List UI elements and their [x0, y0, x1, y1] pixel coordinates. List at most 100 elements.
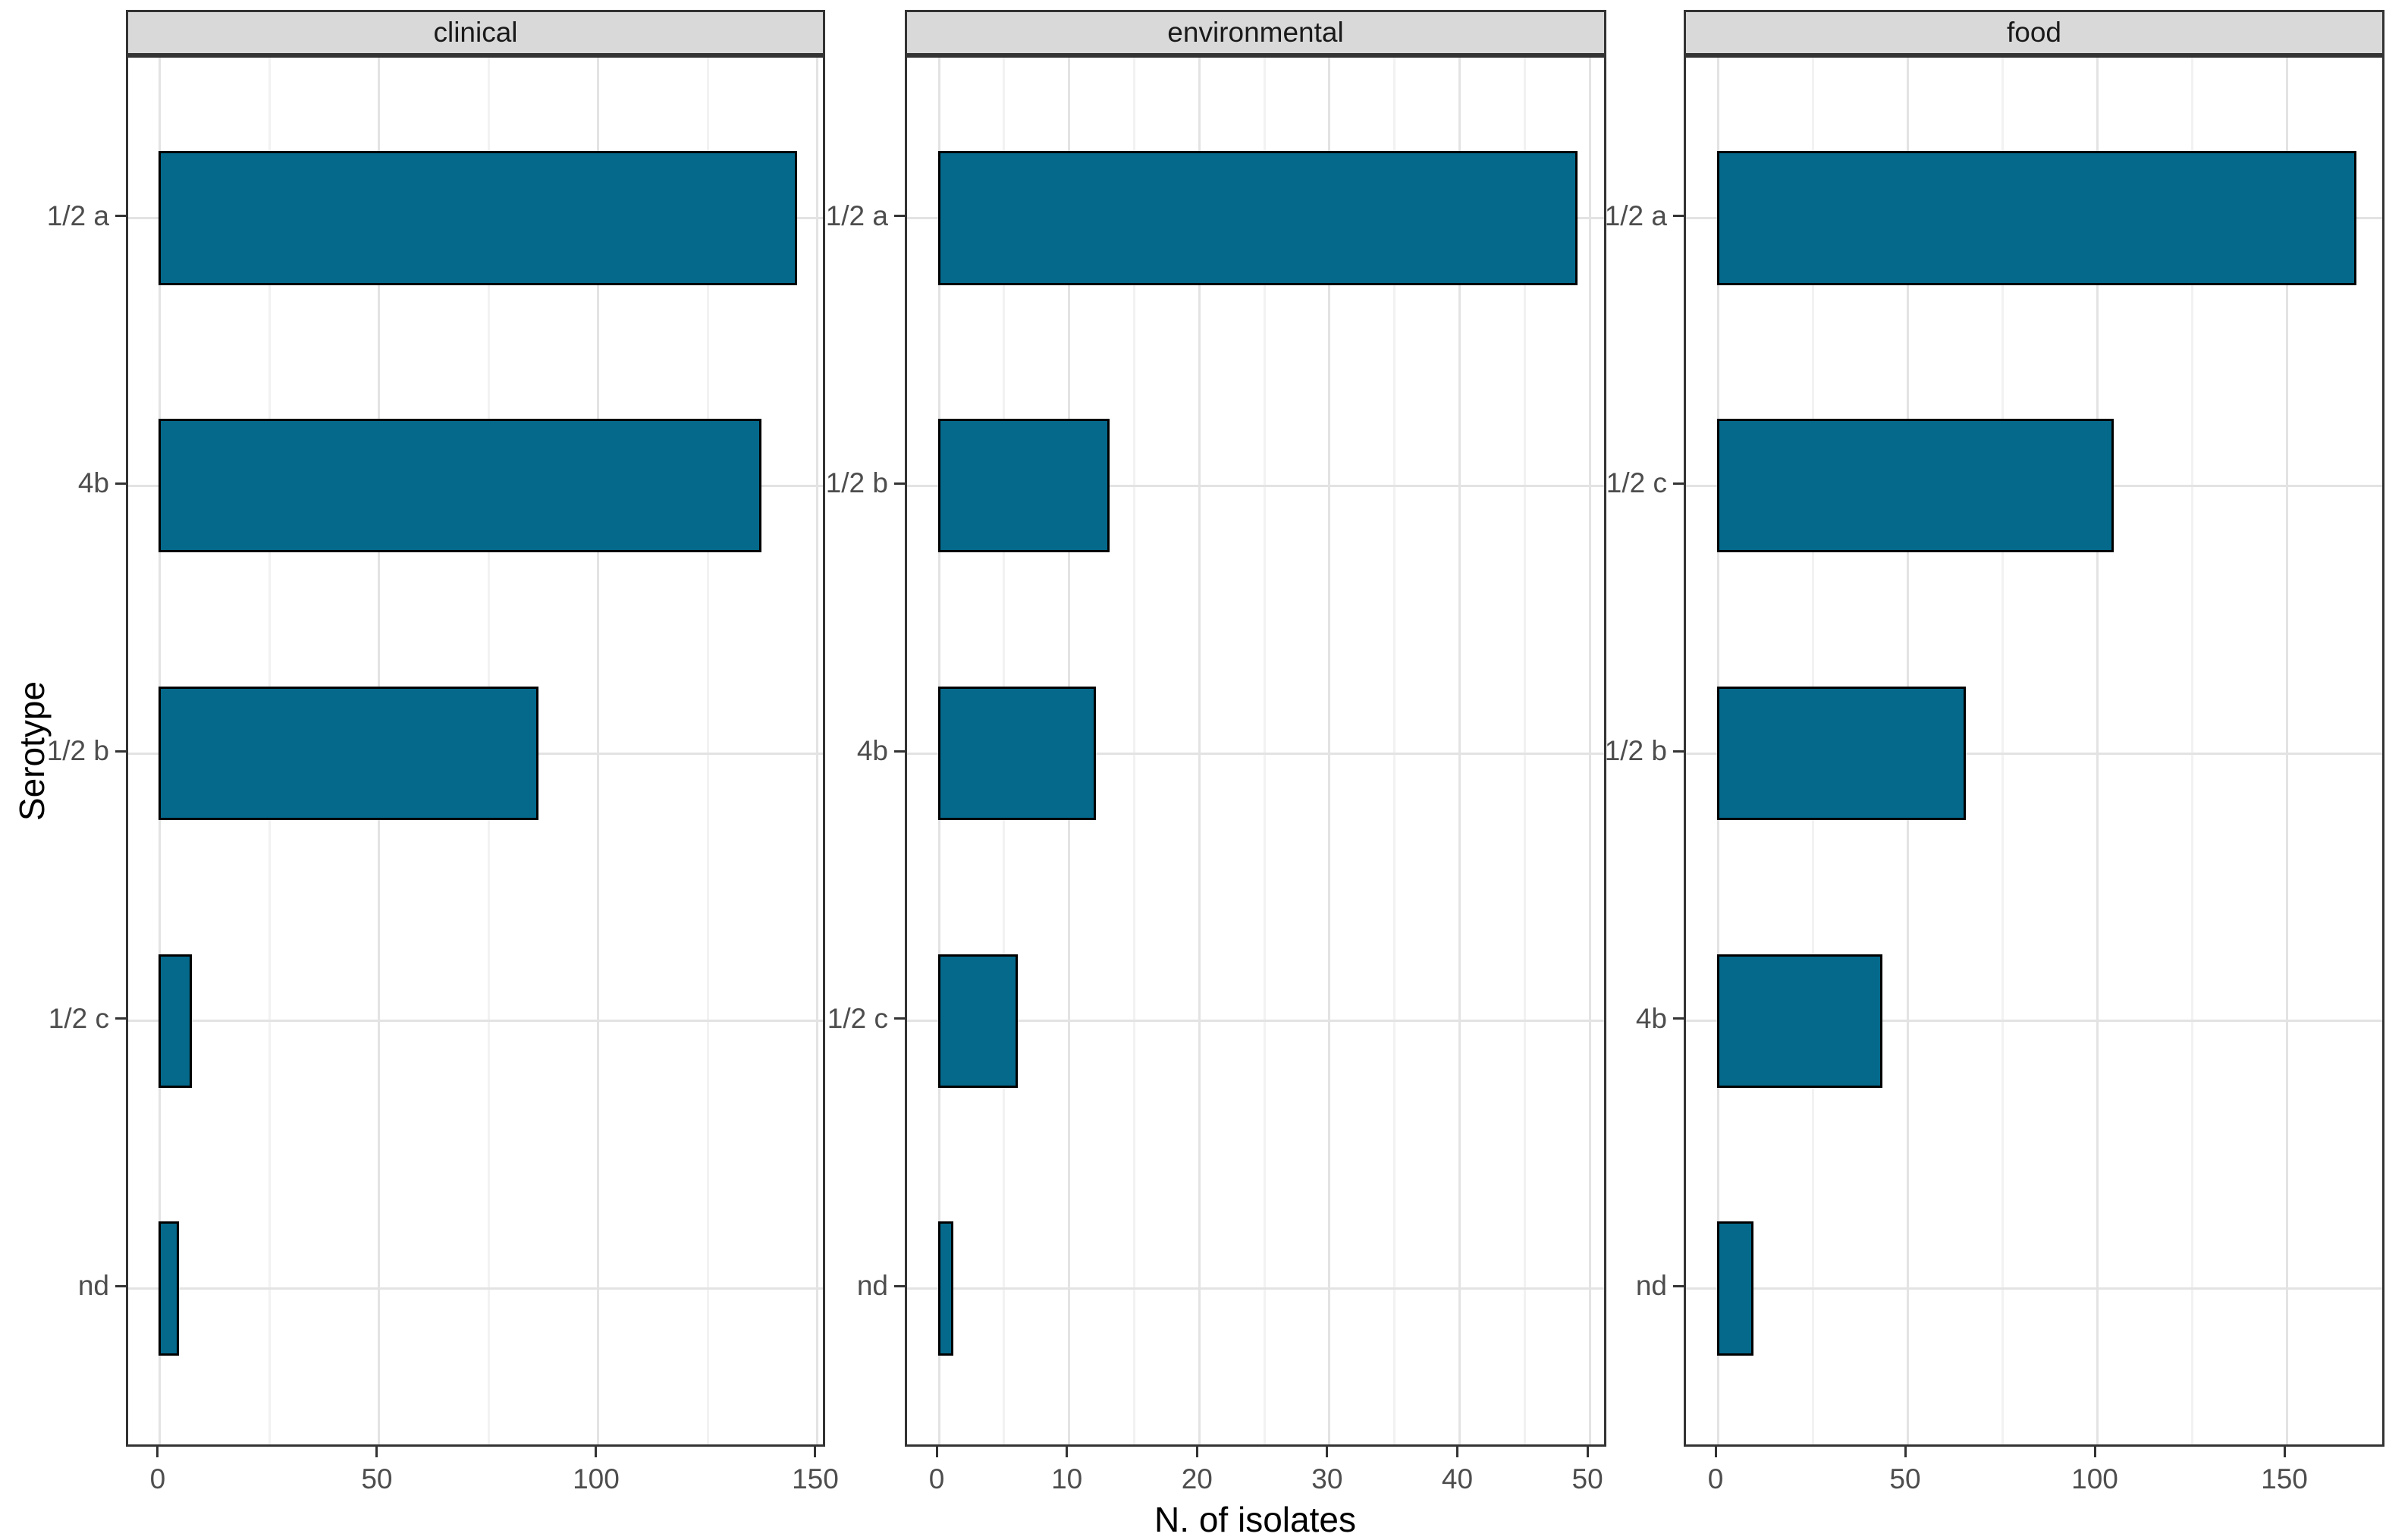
x-tick [935, 1447, 938, 1457]
x-tick [2283, 1447, 2286, 1457]
bar-food-4b [1716, 954, 1882, 1088]
gridline-major-v [1588, 58, 1591, 1444]
y-tick [1673, 482, 1684, 485]
gridline-major-v [597, 58, 600, 1444]
y-tick [115, 482, 126, 485]
gridline-major-h [128, 1287, 823, 1290]
x-tick-label: 100 [2071, 1463, 2118, 1494]
gridline-minor-v [706, 58, 709, 1444]
gridline-major-v [1458, 58, 1461, 1444]
x-tick-label: 0 [928, 1463, 945, 1494]
x-tick-label: 50 [1889, 1463, 1921, 1494]
gridline-major-v [1198, 58, 1201, 1444]
facet-strip: environmental [905, 10, 1606, 55]
y-tick [894, 215, 905, 218]
x-tick-label: 50 [1571, 1463, 1603, 1494]
bar-clinical-12b [159, 686, 538, 821]
x-tick [156, 1447, 159, 1457]
y-tick [1673, 1284, 1684, 1287]
x-tick-label: 50 [361, 1463, 393, 1494]
facet-strip: food [1684, 10, 2384, 55]
x-tick [1586, 1447, 1589, 1457]
bar-clinical-nd [159, 1221, 179, 1356]
x-tick [2093, 1447, 2096, 1457]
bar-clinical-12c [159, 954, 192, 1088]
y-tick-label: 4b [856, 735, 888, 766]
y-tick [894, 750, 905, 753]
x-tick [375, 1447, 378, 1457]
x-tick [1326, 1447, 1329, 1457]
facet-panel [126, 55, 825, 1447]
gridline-major-v [2096, 58, 2099, 1444]
x-tick-label: 0 [149, 1463, 166, 1494]
y-tick-label: 1/2 c [48, 1002, 109, 1034]
gridline-major-h [1686, 1020, 2382, 1023]
x-tick [595, 1447, 598, 1457]
gridline-major-h [128, 1020, 823, 1023]
y-tick [894, 482, 905, 485]
gridline-major-h [907, 1020, 1604, 1023]
facet-strip-label: food [2006, 17, 2061, 48]
bar-food-12b [1716, 686, 1966, 821]
gridline-major-v [816, 58, 819, 1444]
bar-food-12a [1716, 151, 2356, 285]
gridline-minor-v [2001, 58, 2004, 1444]
y-tick-label: nd [1635, 1270, 1667, 1302]
bar-food-nd [1716, 1221, 1753, 1356]
x-tick-label: 30 [1311, 1463, 1343, 1494]
gridline-major-h [907, 752, 1604, 755]
bar-environmental-12a [937, 151, 1578, 285]
facet-panel [905, 55, 1606, 1447]
x-tick [1456, 1447, 1458, 1457]
gridline-minor-v [1263, 58, 1266, 1444]
y-tick-label: 1/2 a [46, 200, 109, 231]
y-tick [115, 1284, 126, 1287]
x-tick-label: 10 [1051, 1463, 1083, 1494]
x-tick [1195, 1447, 1198, 1457]
y-tick-label: 1/2 a [825, 200, 888, 231]
bar-environmental-4b [937, 686, 1097, 821]
facet-strip-label: environmental [1167, 17, 1344, 48]
gridline-major-h [907, 1287, 1604, 1290]
x-axis-title: N. of isolates [1154, 1500, 1356, 1539]
y-tick-label: 4b [1635, 1002, 1667, 1034]
bar-food-12c [1716, 419, 2114, 553]
x-tick [814, 1447, 817, 1457]
gridline-major-h [907, 484, 1604, 487]
gridline-major-h [1686, 1287, 2382, 1290]
gridline-major-h [1686, 752, 2382, 755]
x-tick-label: 20 [1181, 1463, 1213, 1494]
x-tick-label: 0 [1707, 1463, 1724, 1494]
facet-panel [1684, 55, 2384, 1447]
x-tick-label: 100 [573, 1463, 620, 1494]
gridline-major-v [1328, 58, 1331, 1444]
x-tick-label: 40 [1441, 1463, 1474, 1494]
y-tick-label: 1/2 c [827, 1002, 888, 1034]
y-tick-label: 1/2 b [46, 735, 109, 766]
y-tick-label: nd [77, 1270, 109, 1302]
y-tick-label: 1/2 b [825, 467, 888, 499]
gridline-major-v [2285, 58, 2288, 1444]
bar-clinical-12a [159, 151, 797, 285]
y-tick [115, 750, 126, 753]
y-tick [115, 215, 126, 218]
y-tick [1673, 215, 1684, 218]
gridline-minor-v [1132, 58, 1135, 1444]
y-tick [1673, 1017, 1684, 1020]
y-tick-label: nd [856, 1270, 888, 1302]
y-tick-label: 1/2 a [1604, 200, 1667, 231]
y-tick [894, 1284, 905, 1287]
bar-environmental-12b [937, 419, 1110, 553]
y-tick-label: 1/2 c [1606, 467, 1667, 499]
gridline-minor-v [1523, 58, 1526, 1444]
x-tick [1066, 1447, 1069, 1457]
y-tick-label: 1/2 b [1604, 735, 1667, 766]
bar-environmental-nd [937, 1221, 953, 1356]
x-tick [1714, 1447, 1717, 1457]
y-tick-label: 4b [77, 467, 109, 499]
x-tick [1904, 1447, 1907, 1457]
y-tick [1673, 750, 1684, 753]
x-tick-label: 150 [792, 1463, 839, 1494]
bar-environmental-12c [937, 954, 1019, 1088]
